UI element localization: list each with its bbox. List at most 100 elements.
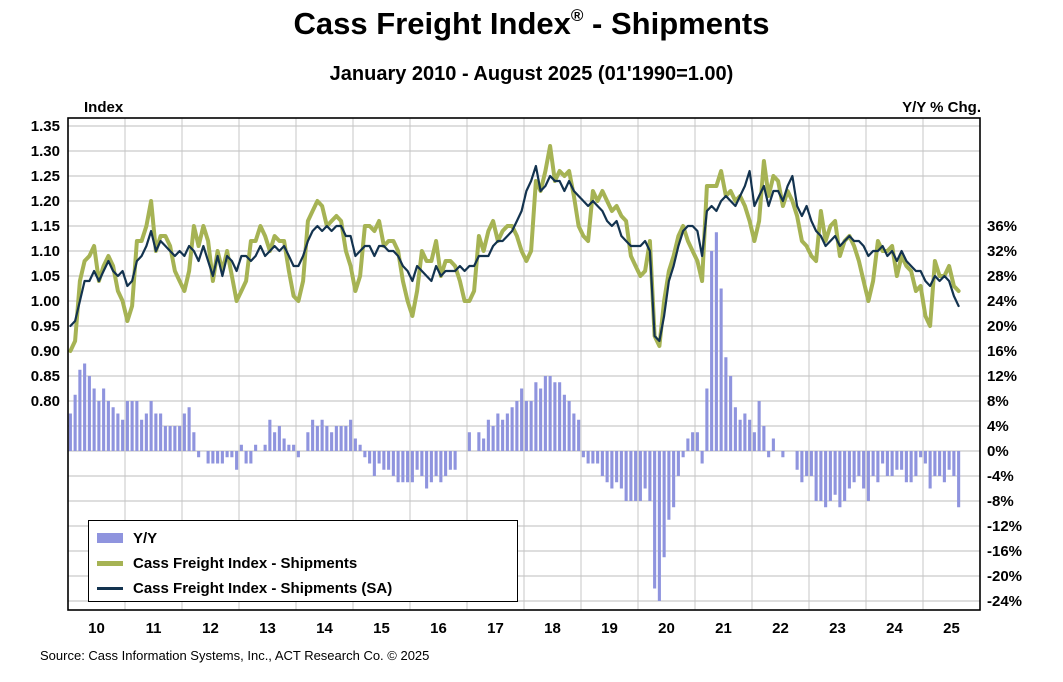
- y-axis-right-tick: 24%: [987, 293, 1017, 310]
- yoy-bar: [410, 451, 414, 483]
- x-axis-tick: 22: [772, 620, 789, 637]
- yoy-bar: [890, 451, 894, 476]
- y-axis-right-tick: -8%: [987, 493, 1014, 510]
- y-axis-right-tick: 4%: [987, 418, 1009, 435]
- yoy-bar: [377, 451, 381, 464]
- yoy-bar: [406, 451, 410, 483]
- yoy-bar: [729, 376, 733, 451]
- yoy-bar: [952, 451, 956, 476]
- yoy-bar: [121, 419, 125, 451]
- yoy-bar: [249, 451, 253, 464]
- yoy-bar: [567, 401, 571, 451]
- y-axis-left-tick: 1.10: [31, 243, 60, 260]
- yoy-bar: [600, 451, 604, 476]
- yoy-bar: [372, 451, 376, 476]
- yoy-bar: [705, 388, 709, 451]
- legend-item-shipments: Cass Freight Index - Shipments: [97, 551, 517, 575]
- yoy-bar: [111, 407, 115, 451]
- yoy-bar: [762, 426, 766, 451]
- shipments-line-swatch-icon: [97, 560, 123, 566]
- yoy-bar: [771, 438, 775, 451]
- y-axis-right-tick: 28%: [987, 268, 1017, 285]
- yoy-bar: [277, 426, 281, 451]
- yoy-bar: [140, 419, 144, 451]
- shipments-line: [68, 144, 961, 353]
- y-axis-right-tick: 32%: [987, 243, 1017, 260]
- yoy-bar: [159, 413, 163, 451]
- yoy-bar: [942, 451, 946, 483]
- yoy-bar: [496, 413, 500, 451]
- y-axis-right-tick: -16%: [987, 543, 1022, 560]
- yoy-bar: [610, 451, 614, 489]
- shipments-sa-line: [69, 164, 960, 343]
- yoy-bar: [344, 426, 348, 451]
- yoy-bar: [881, 451, 885, 464]
- yoy-bar: [68, 413, 72, 451]
- yoy-bar: [686, 438, 690, 451]
- yoy-bar: [363, 451, 367, 458]
- right-axis-title: Y/Y % Chg.: [902, 99, 981, 116]
- yoy-bar: [524, 401, 528, 451]
- y-axis-right-tick: 12%: [987, 368, 1017, 385]
- yoy-bar: [866, 451, 870, 501]
- yoy-bar: [591, 451, 595, 464]
- yoy-bar: [914, 451, 918, 476]
- yoy-bar: [173, 426, 177, 451]
- yoy-bar: [154, 413, 158, 451]
- y-axis-right-tick: 0%: [987, 443, 1009, 460]
- y-axis-right-tick: -24%: [987, 593, 1022, 610]
- yoy-bar: [605, 451, 609, 483]
- chart-subtitle: January 2010 - August 2025 (01'1990=1.00…: [329, 63, 734, 85]
- yoy-bar: [387, 451, 391, 470]
- shipments-sa-line-swatch-icon: [97, 586, 123, 590]
- yoy-bar: [382, 451, 386, 470]
- yoy-bar: [254, 444, 258, 451]
- y-axis-left-tick: 0.85: [31, 368, 60, 385]
- yoy-bar: [420, 451, 424, 476]
- yoy-bar: [672, 451, 676, 508]
- yoy-bar: [510, 407, 514, 451]
- yoy-bar: [501, 419, 505, 451]
- y-axis-right-tick: -20%: [987, 568, 1022, 585]
- y-axis-right-tick: -12%: [987, 518, 1022, 535]
- yoy-bar: [78, 369, 82, 451]
- yoy-bar: [957, 451, 961, 508]
- yoy-bar: [624, 451, 628, 501]
- yoy-bar: [543, 376, 547, 451]
- yoy-bar: [182, 413, 186, 451]
- yoy-bar: [828, 451, 832, 501]
- y-axis-left-tick: 0.90: [31, 343, 60, 360]
- yoy-bar: [733, 407, 737, 451]
- y-axis-right-tick: 8%: [987, 393, 1009, 410]
- x-axis-tick: 25: [943, 620, 960, 637]
- yoy-bar: [296, 451, 300, 458]
- yoy-bar: [904, 451, 908, 483]
- yoy-bar: [724, 357, 728, 451]
- yoy-bar: [885, 451, 889, 476]
- yoy-bar: [947, 451, 951, 470]
- yoy-bar: [577, 419, 581, 451]
- yoy-bar: [638, 451, 642, 501]
- yoy-bar: [795, 451, 799, 470]
- yoy-bar: [125, 401, 129, 451]
- legend-swatch-wrap: [97, 533, 131, 543]
- yoy-bar: [353, 438, 357, 451]
- yoy-bar: [149, 401, 153, 451]
- yoy-bar: [444, 451, 448, 476]
- y-axis-right-tick: 36%: [987, 218, 1017, 235]
- yoy-bar: [334, 426, 338, 451]
- yoy-bar: [572, 413, 576, 451]
- yoy-bar: [505, 413, 509, 451]
- yoy-bar: [596, 451, 600, 464]
- y-axis-right-tick: -4%: [987, 468, 1014, 485]
- yoy-bar: [752, 432, 756, 451]
- yoy-bar: [586, 451, 590, 464]
- x-axis-tick: 17: [487, 620, 504, 637]
- yoy-bar: [135, 401, 139, 451]
- yoy-bar: [220, 451, 224, 464]
- legend-label-shipments-sa: Cass Freight Index - Shipments (SA): [133, 579, 393, 597]
- x-axis-tick: 23: [829, 620, 846, 637]
- yoy-bar: [130, 401, 134, 451]
- yoy-bar: [273, 432, 277, 451]
- yoy-bar: [657, 451, 661, 601]
